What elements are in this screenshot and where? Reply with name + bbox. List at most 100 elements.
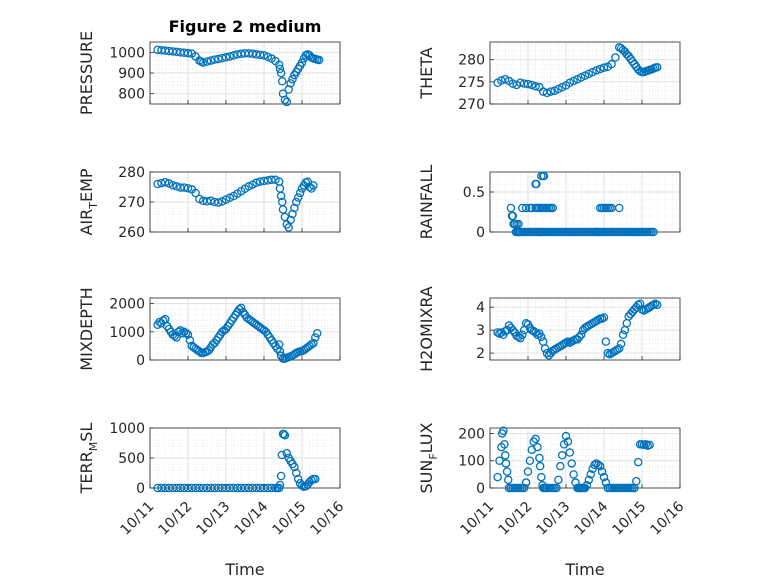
data-point	[214, 54, 223, 64]
data-point	[276, 471, 286, 481]
data-point	[525, 456, 535, 465]
data-point	[280, 95, 290, 105]
data-point	[633, 457, 643, 467]
series-points	[153, 175, 318, 232]
y-tick-label: 100	[458, 454, 485, 470]
data-point	[279, 429, 289, 439]
y-axis-label: RAINFALL	[417, 165, 436, 240]
data-point	[500, 440, 509, 449]
data-point	[565, 448, 575, 457]
series-points	[493, 299, 662, 360]
data-point	[518, 330, 527, 339]
data-point	[312, 328, 322, 338]
data-point	[569, 470, 578, 479]
subplot-5: 2 3 4 H2OMIXRA	[417, 286, 681, 372]
y-tick-label: 0.5	[463, 185, 485, 201]
data-point	[495, 329, 504, 338]
data-point	[290, 462, 299, 472]
x-tick-label: 10/16	[308, 499, 348, 539]
data-point	[595, 461, 605, 471]
data-point	[511, 227, 521, 237]
data-point	[292, 197, 301, 207]
data-point	[185, 336, 195, 345]
y-axis-label: SUNFLUX	[417, 422, 440, 493]
y-axis-label: PRESSURE	[77, 31, 96, 115]
data-point	[521, 203, 531, 213]
data-point	[586, 470, 595, 479]
data-point	[613, 345, 622, 354]
data-point	[645, 440, 654, 450]
series-points	[493, 43, 662, 98]
data-point	[183, 183, 193, 193]
data-point	[595, 64, 605, 74]
data-point	[552, 483, 561, 493]
data-point	[160, 177, 170, 187]
y-tick-label: 1000	[109, 325, 145, 341]
series-points	[153, 45, 324, 107]
y-tick-label: 1000	[109, 45, 145, 61]
data-point	[206, 196, 216, 206]
data-point	[183, 48, 193, 58]
data-point	[278, 205, 288, 214]
x-tick-label: 10/14	[572, 499, 612, 539]
data-point	[537, 472, 546, 482]
data-point	[592, 66, 601, 75]
y-tick-label: 2000	[109, 297, 145, 313]
data-point	[276, 191, 286, 201]
data-point	[614, 344, 624, 353]
data-point	[286, 79, 295, 88]
y-tick-label: 1000	[109, 421, 145, 437]
data-point	[221, 53, 231, 62]
data-point	[554, 475, 563, 485]
data-point	[561, 431, 571, 441]
data-point	[607, 59, 616, 69]
data-point	[225, 52, 235, 61]
x-tick-label: 10/16	[648, 499, 688, 539]
data-point	[507, 211, 517, 221]
data-point	[563, 437, 573, 446]
data-point	[632, 476, 641, 486]
y-tick-label: 4	[476, 300, 485, 316]
y-tick-label: 0	[476, 225, 485, 241]
data-point	[273, 344, 282, 353]
y-axis-label: MIXDEPTH	[77, 287, 96, 370]
data-point	[599, 472, 609, 482]
data-point	[277, 450, 287, 460]
data-point	[563, 337, 573, 346]
data-point	[292, 468, 301, 478]
data-point	[535, 461, 545, 471]
data-point	[277, 77, 287, 86]
subplot-4: 0 1000 2000 MIXDEPTH	[77, 287, 341, 371]
subplot-2: 260 270 280 AIRTEMP	[77, 165, 341, 241]
x-tick-label: 10/11	[118, 499, 158, 539]
y-tick-label: 500	[118, 451, 145, 467]
data-point	[519, 483, 529, 493]
data-point	[255, 50, 265, 60]
data-point	[309, 338, 318, 348]
data-point	[181, 328, 191, 338]
data-point	[297, 481, 307, 490]
series-points	[506, 171, 658, 237]
data-point	[535, 453, 544, 463]
data-point	[567, 459, 576, 468]
data-point	[599, 63, 609, 72]
data-point	[275, 347, 285, 356]
data-point	[594, 227, 603, 237]
x-tick-label: 10/13	[534, 499, 574, 539]
x-tick-label: 10/14	[232, 499, 272, 539]
data-point	[582, 481, 592, 490]
data-point	[584, 475, 594, 485]
chart-title: Figure 2 medium	[169, 17, 322, 36]
data-point	[276, 68, 286, 78]
data-point	[542, 88, 552, 98]
data-point	[503, 475, 513, 485]
x-tick-label: 10/12	[496, 499, 536, 539]
series-points	[153, 429, 320, 493]
data-point	[493, 472, 502, 482]
data-point	[546, 87, 556, 96]
data-point	[183, 330, 193, 339]
y-tick-label: 2	[476, 346, 485, 362]
data-point	[542, 348, 552, 358]
axes-box	[489, 297, 681, 361]
